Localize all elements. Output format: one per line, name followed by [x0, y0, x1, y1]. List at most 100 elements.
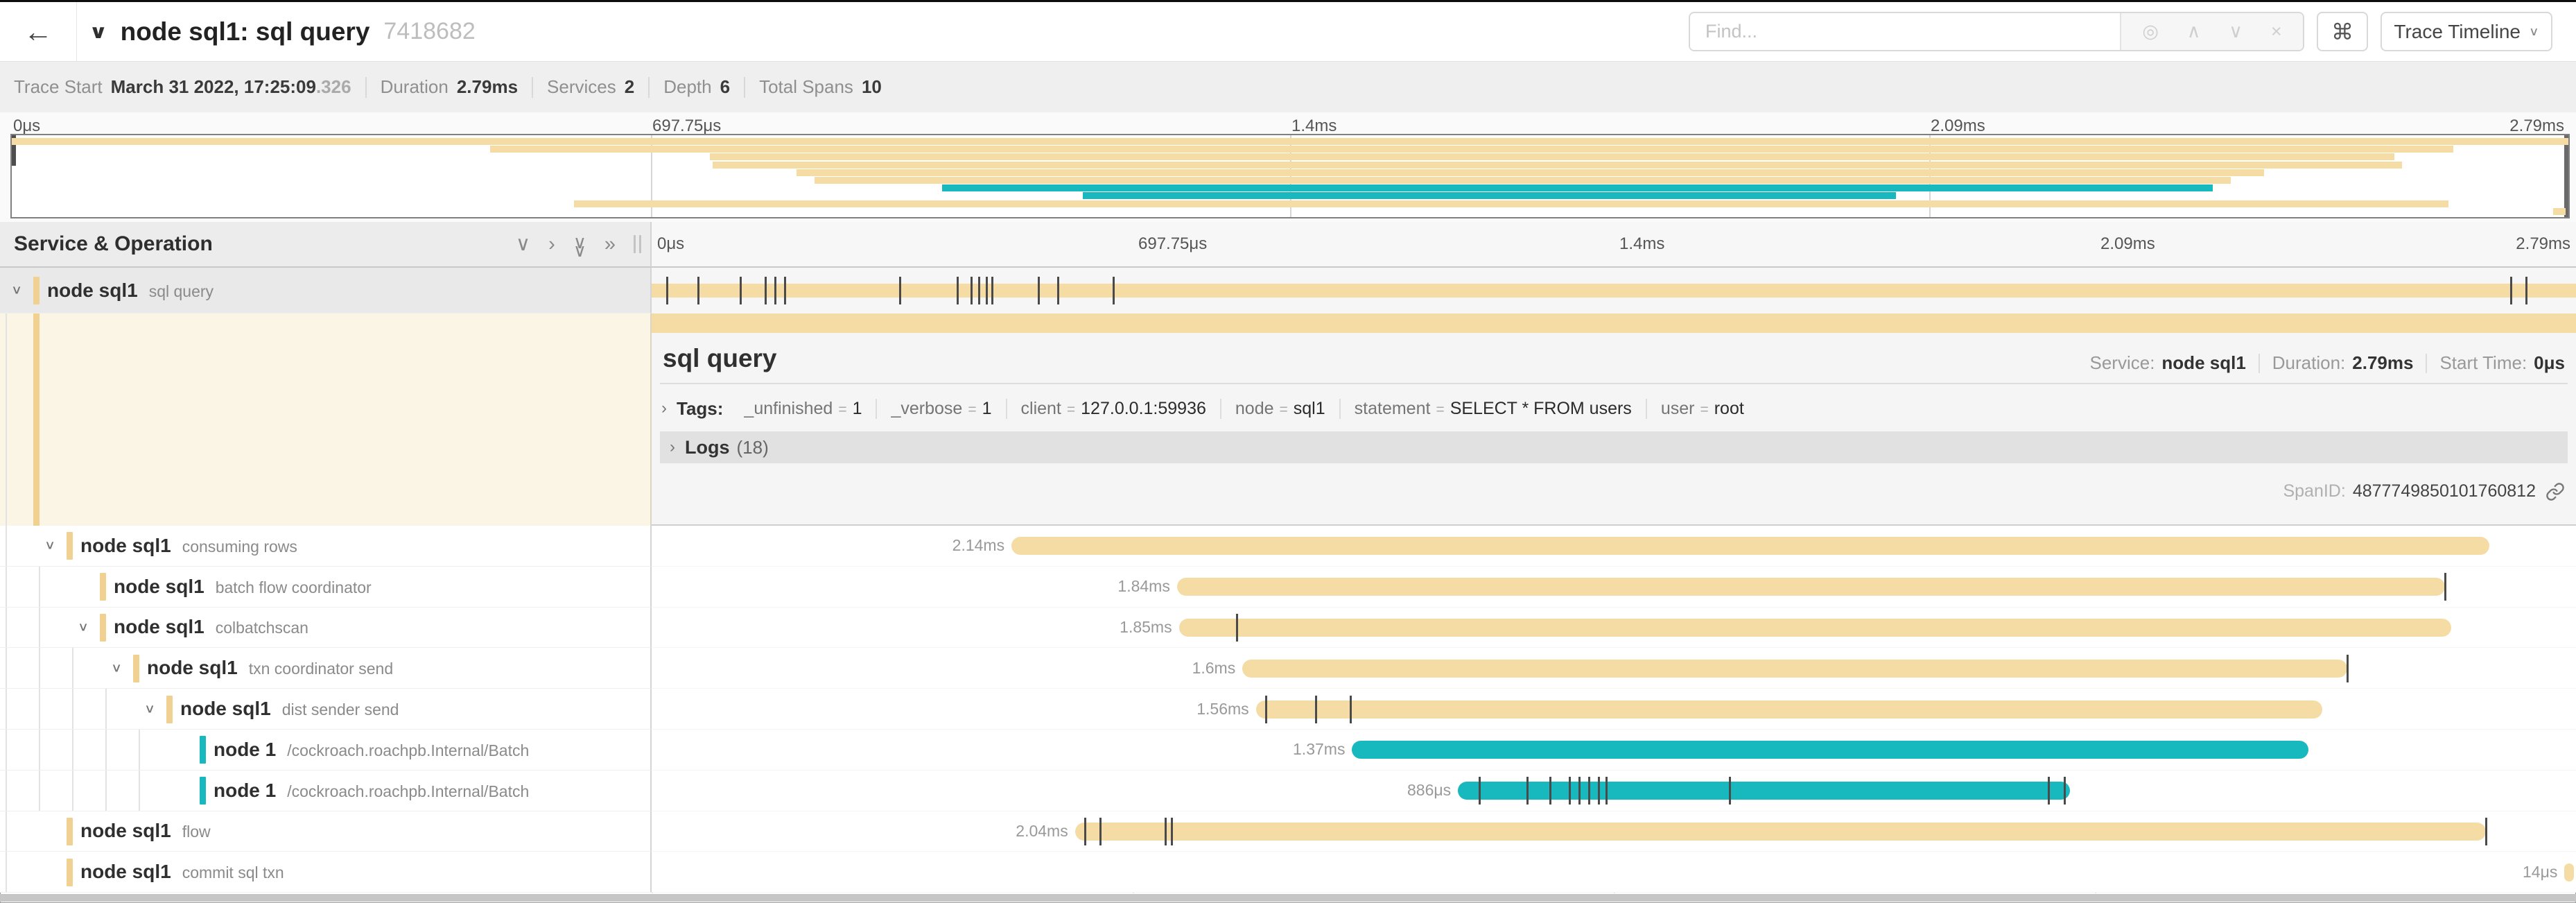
span-color-strip [33, 313, 40, 526]
expand-all-icon[interactable]: » [604, 232, 616, 255]
minimap-tick-labels: 0μs 697.75μs 1.4ms 2.09ms 2.79ms [10, 117, 2567, 135]
tag-item[interactable]: _unfinished = 1 [730, 399, 876, 419]
clear-search-icon[interactable]: × [2270, 21, 2282, 42]
expand-one-icon[interactable]: › [548, 232, 555, 255]
summary-item-label: Trace Start [14, 76, 103, 97]
tree-chevron-down-icon[interactable]: ∨ [144, 701, 156, 716]
summary-item-label: Services [547, 76, 616, 97]
span-bar[interactable] [1458, 782, 2070, 800]
link-icon[interactable] [2545, 482, 2565, 501]
timeline-header: 0μs 697.75μs 1.4ms 2.09ms 2.79ms [652, 222, 2576, 268]
span-id-row: SpanID: 4877749850101760812 [2283, 481, 2565, 501]
tag-item[interactable]: user = root [1645, 398, 1758, 419]
next-result-icon[interactable]: ∨ [2229, 21, 2243, 42]
tag-item[interactable]: statement = SELECT * FROM users [1339, 398, 1646, 419]
tag-item[interactable]: _verbose = 1 [876, 398, 1005, 419]
tree-row[interactable]: ∨ node sql1 consuming rows [0, 526, 652, 567]
span-duration-label: 2.14ms [952, 536, 1005, 555]
tree-row[interactable]: ∨ node sql1 sql query [0, 268, 652, 313]
span-name: node 1/cockroach.roachpb.Internal/Batch [214, 739, 529, 761]
log-marker-tick [986, 277, 989, 304]
view-selector-button[interactable]: Trace Timeline ∨ [2381, 12, 2552, 51]
tag-value: 1 [982, 398, 992, 418]
keyboard-shortcuts-button[interactable]: ⌘ [2317, 12, 2368, 51]
minimap-span-bar [815, 177, 2231, 184]
title-collapse-icon[interactable]: ∨ [89, 21, 108, 42]
summary-item: Services 2 [532, 76, 634, 98]
indent-guide [39, 607, 40, 648]
span-bar[interactable] [1255, 700, 2322, 719]
indent-guide [6, 607, 7, 648]
detail-meta-label: Duration: [2272, 352, 2346, 373]
timeline-tick-label: 0μs [13, 117, 41, 135]
minimap-canvas[interactable] [10, 134, 2570, 218]
log-marker-tick [1165, 817, 1167, 845]
log-marker-tick [1549, 777, 1552, 805]
tags-list: _unfinished = 1 _verbose = 1 client = 127.0.0.1:… [730, 398, 1758, 419]
command-icon: ⌘ [2331, 19, 2353, 44]
log-marker-tick [1314, 695, 1317, 723]
indent-guide [105, 730, 107, 770]
span-bar[interactable] [1242, 659, 2347, 678]
tree-row[interactable]: node sql1 batch flow coordinator [0, 566, 652, 608]
summary-item: Total Spans 10 [744, 76, 882, 98]
tree-chevron-down-icon[interactable]: ∨ [78, 619, 89, 634]
find-input[interactable] [1690, 13, 2120, 50]
detail-meta-value: 0μs [2534, 352, 2565, 373]
minimap-gridline [1929, 135, 1931, 217]
tree-chevron-down-icon[interactable]: ∨ [111, 660, 123, 675]
tag-value: 1 [852, 398, 862, 418]
find-suffix-controls: ◎ ∧ ∨ × [2120, 13, 2303, 50]
tree-row[interactable]: node 1/cockroach.roachpb.Internal/Batch [0, 730, 652, 771]
logs-accordion[interactable]: › Logs (18) [660, 431, 2568, 463]
tree-chevron-down-icon[interactable]: ∨ [44, 538, 56, 552]
collapse-one-icon[interactable]: ∨ [515, 232, 531, 255]
span-bar[interactable] [652, 284, 2576, 298]
tree-row[interactable]: ∨ node sql1 dist sender send [0, 689, 652, 730]
tree-row[interactable]: ∨ node sql1 colbatchscan [0, 607, 652, 648]
tag-equals: = [838, 401, 847, 418]
log-marker-tick [2525, 277, 2527, 304]
trace-id: 7418682 [383, 18, 476, 44]
tree-row[interactable]: node sql1 flow [0, 811, 652, 852]
span-bar[interactable] [1352, 741, 2309, 759]
locate-icon[interactable]: ◎ [2142, 21, 2159, 42]
log-marker-tick [2048, 777, 2051, 805]
tree-chevron-down-icon[interactable]: ∨ [11, 282, 23, 297]
minimap-gridline [651, 135, 652, 217]
log-marker-tick [1084, 817, 1086, 845]
log-marker-tick [1569, 777, 1572, 805]
detail-left-panel [0, 313, 652, 526]
tags-accordion[interactable]: › Tags: _unfinished = 1 _verbose = 1 client = 12… [661, 393, 1758, 424]
horizontal-scrollbar[interactable] [0, 894, 2576, 902]
indent-guide [105, 770, 107, 811]
back-button[interactable]: ← [0, 2, 77, 61]
minimap-left-drag-handle[interactable] [12, 135, 16, 166]
timeline-tick-label: 1.4ms [1291, 117, 1337, 135]
summary-item: Depth 6 [648, 76, 730, 98]
tag-item[interactable]: client = 127.0.0.1:59936 [1005, 398, 1220, 419]
log-marker-tick [764, 277, 767, 304]
span-bar[interactable] [1074, 822, 2486, 841]
tag-key: node [1235, 398, 1274, 418]
log-marker-tick [1578, 777, 1581, 805]
span-operation-name: colbatchscan [215, 619, 308, 637]
tree-row[interactable]: ∨ node sql1 txn coordinator send [0, 648, 652, 689]
minimap-span-bar [1083, 192, 1897, 200]
prev-result-icon[interactable]: ∧ [2186, 21, 2201, 42]
span-bar[interactable] [2564, 863, 2575, 882]
span-bar[interactable] [1011, 537, 2490, 556]
span-bar[interactable] [1178, 618, 2451, 637]
collapse-all-icon[interactable]: ∨ ∨ [573, 231, 586, 261]
indent-guide [6, 811, 7, 852]
tree-row[interactable]: node sql1 commit sql txn [0, 852, 652, 893]
tag-item[interactable]: node = sql1 [1219, 398, 1339, 419]
service-operation-header: Service & Operation ∨ › ∨ ∨ » [0, 222, 652, 268]
tree-row[interactable]: node 1/cockroach.roachpb.Internal/Batch [0, 770, 652, 811]
minimap-right-drag-handle[interactable] [2564, 135, 2568, 217]
pane-resize-handle[interactable] [634, 235, 645, 253]
log-marker-tick [957, 277, 959, 304]
timeline-tick-label: 1.4ms [1619, 234, 1665, 253]
span-bar[interactable] [1176, 578, 2446, 596]
detail-span-bar[interactable] [652, 313, 2576, 333]
